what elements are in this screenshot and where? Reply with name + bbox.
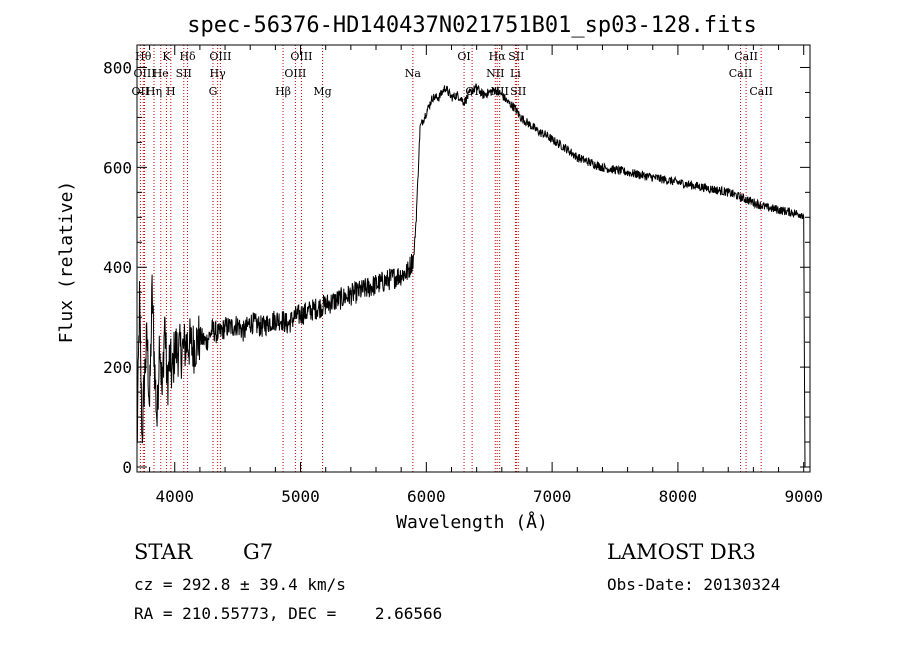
emission-line-label: Mg [313, 85, 331, 98]
y-tick-label: 0 [122, 458, 132, 477]
emission-line-label: Hγ [210, 67, 227, 80]
emission-line-label: H [166, 85, 176, 98]
y-tick-label: 200 [103, 358, 132, 377]
emission-line-label: OI [457, 50, 470, 63]
emission-line-label: He [153, 67, 169, 80]
emission-line-label: OIII [284, 67, 306, 80]
plot-frame [136, 44, 811, 473]
spectrum-line [136, 83, 806, 468]
emission-line-label: OIII [209, 50, 231, 63]
x-tick-label: 6000 [407, 487, 446, 506]
emission-line-label: Hη [146, 85, 162, 98]
y-axis-ticks: 0 200 400 600 800 [103, 58, 810, 477]
object-type: STAR [134, 540, 193, 564]
x-tick-label: 8000 [659, 487, 698, 506]
emission-line-label: NII [486, 67, 504, 80]
emission-line-label: OIII [290, 50, 312, 63]
y-axis-label: Flux (relative) [56, 181, 77, 344]
emission-line-label: Hδ [179, 50, 196, 63]
chart-title: spec-56376-HD140437N021751B01_sp03-128.f… [187, 13, 757, 38]
emission-line-label: Hα [489, 50, 507, 63]
emission-line-label: Li [510, 67, 521, 80]
emission-line-label: CaII [729, 67, 753, 80]
emission-line-label: SII [510, 85, 526, 98]
emission-line-label: OII [132, 85, 150, 98]
x-tick-label: 9000 [784, 487, 823, 506]
emission-line-label: Hθ [135, 50, 152, 63]
emission-line-label: K [162, 50, 171, 63]
emission-line-label: SII [176, 67, 192, 80]
emission-line-label: CaII [749, 85, 773, 98]
x-axis-ticks: 4000 5000 6000 7000 8000 9000 [149, 45, 823, 506]
emission-line-label: Hβ [275, 85, 291, 98]
y-tick-label: 800 [103, 58, 132, 77]
redshift-cz: cz = 292.8 ± 39.4 km/s [134, 575, 346, 594]
y-tick-label: 400 [103, 258, 132, 277]
emission-line-label: Na [405, 67, 422, 80]
x-tick-label: 7000 [533, 487, 572, 506]
y-tick-label: 600 [103, 158, 132, 177]
emission-line-label: OIII [134, 67, 156, 80]
x-tick-label: 4000 [155, 487, 194, 506]
x-axis-label: Wavelength (Å) [396, 511, 548, 533]
emission-line-label: G [209, 85, 218, 98]
emission-line-label: CaII [734, 50, 758, 63]
spectral-subclass: G7 [243, 540, 274, 564]
emission-line-markers [139, 45, 762, 472]
survey-name: LAMOST DR3 [607, 540, 756, 564]
emission-line-labels: OIIHθOIIIHηHeKHSIIHδGHγOIIIHβOIIIOIIIMgN… [132, 50, 773, 98]
emission-line-label: SII [508, 50, 524, 63]
ra-dec-coords: RA = 210.55773, DEC = 2.66566 [134, 604, 443, 623]
x-tick-label: 5000 [281, 487, 320, 506]
obs-date: Obs-Date: 20130324 [607, 575, 781, 594]
